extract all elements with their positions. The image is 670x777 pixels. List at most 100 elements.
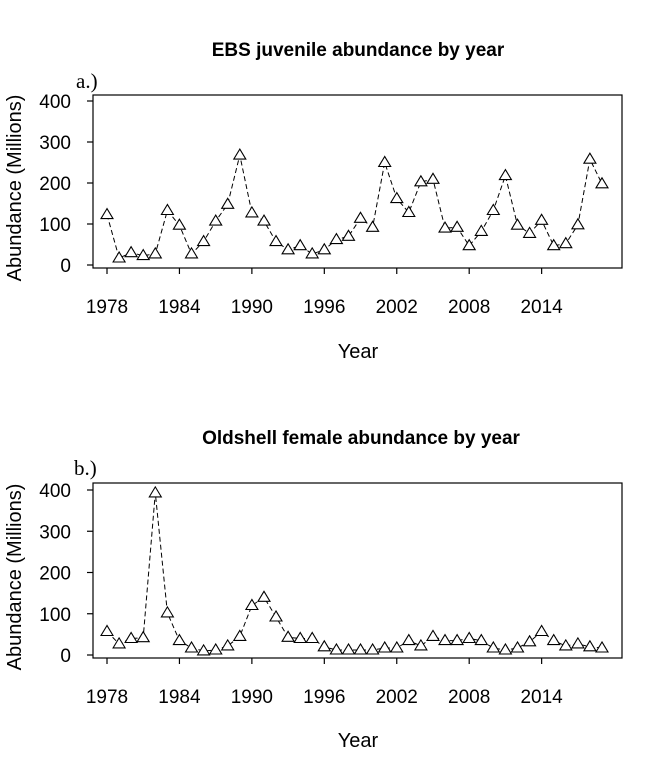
- data-point-1994: [293, 238, 308, 251]
- x-tick-label: 1984: [158, 297, 201, 318]
- x-tick-label: 2002: [376, 687, 418, 708]
- data-point-1985: [184, 246, 199, 259]
- data-point-1998: [341, 642, 356, 655]
- x-tick-label: 1978: [86, 687, 128, 708]
- series-markers: [100, 485, 609, 656]
- data-point-2003: [401, 633, 416, 646]
- y-tick-label: 300: [39, 522, 71, 543]
- x-axis-title: Year: [338, 730, 379, 752]
- data-point-1995: [305, 246, 320, 259]
- x-axis-title: Year: [338, 341, 379, 363]
- data-point-1999: [353, 211, 368, 223]
- data-point-1978: [100, 624, 114, 637]
- data-point-2005: [426, 172, 440, 184]
- data-point-2009: [474, 633, 489, 646]
- data-point-1983: [160, 605, 175, 618]
- x-tick-label: 1984: [158, 687, 201, 708]
- x-axis: 1978 1984 1990 1996 2002 2008 2014: [86, 268, 563, 318]
- data-point-2010: [486, 640, 501, 653]
- data-point-2006: [438, 633, 452, 646]
- data-point-1996: [317, 639, 332, 652]
- data-point-2001: [377, 155, 392, 168]
- data-point-1991: [257, 590, 271, 602]
- data-point-1995: [305, 631, 320, 644]
- data-point-1992: [269, 609, 283, 622]
- data-point-1989: [232, 148, 247, 160]
- data-point-2014: [534, 624, 549, 637]
- data-point-2002: [389, 191, 404, 204]
- x-tick-label: 2008: [448, 297, 490, 318]
- data-point-2010: [486, 203, 501, 216]
- data-point-2008: [462, 631, 477, 644]
- chart-title: EBS juvenile abundance by year: [212, 40, 505, 61]
- data-point-2008: [462, 238, 477, 251]
- data-point-1987: [208, 214, 223, 226]
- chart-title: Oldshell female abundance by year: [202, 428, 520, 449]
- data-point-1989: [232, 629, 247, 641]
- series-line: [106, 154, 603, 259]
- data-point-1996: [317, 242, 332, 255]
- data-point-2005: [426, 629, 440, 641]
- y-tick-label: 100: [39, 215, 71, 236]
- x-tick-label: 1996: [303, 687, 345, 708]
- y-tick-label: 200: [39, 174, 71, 195]
- y-tick-label: 0: [60, 646, 71, 667]
- data-point-2018: [582, 639, 597, 652]
- data-point-1984: [172, 218, 187, 230]
- data-point-1979: [112, 250, 127, 263]
- data-point-2002: [389, 640, 404, 653]
- y-tick-label: 400: [39, 92, 71, 113]
- data-point-2019: [595, 640, 609, 653]
- data-point-1990: [244, 598, 259, 611]
- y-axis-title: Abundance (Millions): [4, 95, 26, 282]
- data-point-1982: [148, 246, 163, 259]
- data-point-1980: [124, 631, 139, 644]
- data-point-2006: [438, 221, 452, 233]
- data-point-1985: [184, 640, 199, 653]
- y-tick-label: 300: [39, 133, 71, 154]
- data-point-2007: [450, 220, 465, 232]
- y-axis: 0 100 200 300 400: [39, 481, 93, 667]
- plot-frame: [92, 482, 623, 659]
- data-point-1986: [196, 643, 211, 656]
- data-point-2016: [558, 638, 573, 651]
- y-tick-label: 0: [60, 256, 71, 277]
- y-tick-label: 400: [39, 481, 71, 502]
- data-point-1987: [208, 642, 223, 655]
- x-tick-label: 2014: [520, 687, 563, 708]
- series-line: [106, 492, 603, 652]
- data-point-1982: [148, 485, 163, 498]
- data-point-2001: [377, 640, 392, 653]
- data-point-2003: [401, 205, 416, 218]
- data-point-1997: [329, 232, 344, 245]
- data-point-2015: [546, 633, 561, 646]
- data-point-2019: [595, 176, 609, 189]
- chart-panel-b: Oldshell female abundance by year b.) 01…: [4, 428, 623, 752]
- data-point-1988: [220, 197, 235, 209]
- data-point-2014: [534, 213, 549, 225]
- data-point-1980: [124, 245, 139, 258]
- data-point-2017: [570, 636, 585, 649]
- data-point-1994: [293, 631, 308, 644]
- data-point-1984: [172, 633, 187, 646]
- data-point-1990: [244, 205, 259, 218]
- plot-frame: [92, 94, 623, 269]
- data-point-1981: [136, 630, 151, 643]
- data-point-1979: [112, 636, 127, 649]
- x-tick-label: 1996: [303, 297, 345, 318]
- y-tick-label: 200: [39, 564, 71, 585]
- series-markers: [100, 148, 609, 263]
- data-point-1993: [281, 630, 296, 642]
- data-point-2000: [365, 642, 380, 655]
- data-point-2013: [522, 226, 537, 238]
- x-tick-label: 1990: [231, 687, 273, 708]
- data-point-2007: [450, 633, 465, 646]
- data-point-2004: [413, 638, 428, 651]
- data-point-1988: [220, 638, 235, 651]
- data-point-2018: [582, 152, 597, 164]
- data-point-1991: [257, 214, 271, 226]
- x-tick-label: 1978: [86, 297, 128, 318]
- data-point-2011: [498, 168, 513, 181]
- panel-label: a.): [76, 69, 98, 93]
